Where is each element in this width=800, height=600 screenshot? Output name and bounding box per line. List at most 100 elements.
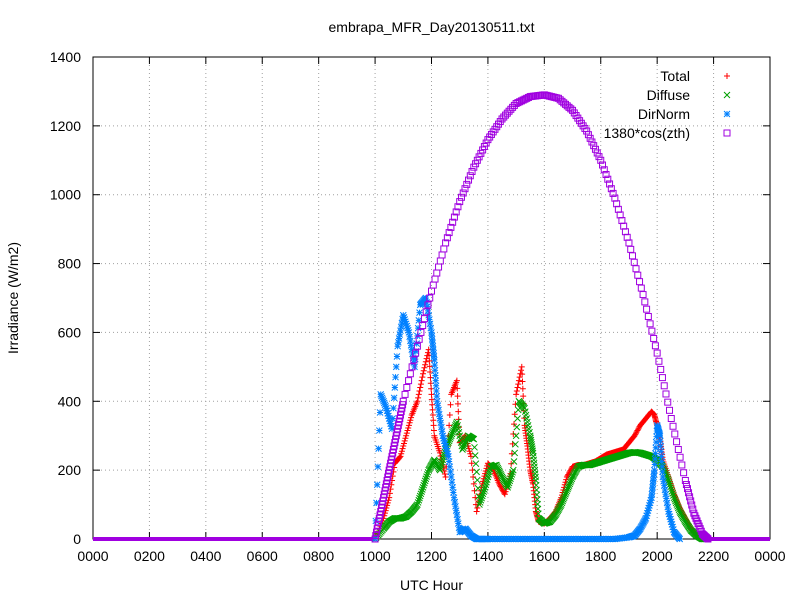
point-dirnorm [648, 490, 656, 498]
point-diffuse [560, 494, 568, 502]
point-1380-cos-zth [703, 534, 711, 542]
point-dirnorm [427, 324, 435, 332]
point-1380-cos-zth [422, 308, 430, 316]
point-diffuse [512, 432, 520, 440]
point-1380-cos-zth [417, 328, 425, 336]
point-dirnorm [428, 332, 436, 340]
point-total [518, 363, 525, 370]
point-dirnorm [667, 518, 675, 526]
point-total [634, 427, 641, 434]
point-1380-cos-zth [468, 167, 476, 175]
point-diffuse [418, 488, 425, 496]
point-diffuse [557, 501, 565, 508]
point-diffuse [478, 494, 485, 502]
point-total [454, 393, 461, 400]
point-dirnorm [667, 515, 674, 523]
point-diffuse [668, 487, 676, 495]
point-diffuse [558, 499, 566, 507]
point-total [519, 371, 526, 378]
point-dirnorm [380, 399, 388, 407]
point-total [417, 384, 424, 391]
point-dirnorm [400, 314, 408, 321]
x-tick-label: 2000 [642, 548, 673, 564]
point-dirnorm [658, 458, 666, 465]
point-diffuse [460, 442, 468, 450]
point-1380-cos-zth [671, 430, 679, 438]
point-diffuse [416, 492, 424, 500]
point-total [514, 384, 521, 391]
point-dirnorm [403, 322, 411, 330]
point-1380-cos-zth [454, 203, 462, 211]
legend: Total Diffuse DirNorm 1380*cos(zth) [604, 68, 731, 141]
y-tick-label: 800 [58, 256, 82, 272]
point-total [633, 428, 640, 435]
point-dirnorm [392, 373, 399, 381]
point-dirnorm [402, 320, 410, 328]
point-total [398, 448, 405, 455]
legend-marker-1380-cos-zth [723, 129, 731, 137]
point-total [442, 474, 449, 481]
point-dirnorm [440, 437, 448, 445]
point-dirnorm [651, 461, 659, 468]
point-dirnorm [428, 335, 436, 343]
point-1380-cos-zth [703, 534, 711, 542]
point-total [417, 381, 424, 388]
point-dirnorm [435, 410, 443, 418]
point-dirnorm [644, 507, 652, 514]
point-1380-cos-zth [667, 415, 675, 422]
point-1380-cos-zth [452, 208, 460, 216]
point-diffuse [562, 490, 569, 498]
point-dirnorm [442, 442, 449, 450]
point-diffuse [481, 486, 488, 493]
point-total [426, 363, 433, 370]
point-diffuse [672, 499, 680, 507]
point-dirnorm [446, 463, 454, 471]
point-diffuse [564, 485, 571, 493]
point-dirnorm [445, 458, 453, 465]
point-total [427, 374, 434, 381]
point-dirnorm [645, 504, 653, 512]
point-1380-cos-zth [646, 320, 654, 328]
point-dirnorm [393, 353, 401, 360]
point-diffuse [447, 434, 454, 441]
point-total [471, 487, 478, 494]
point-total [406, 419, 413, 426]
point-1380-cos-zth [660, 382, 668, 390]
point-1380-cos-zth [588, 138, 596, 146]
legend-marker-dirnorm [723, 110, 731, 118]
x-tick-label: 0000 [77, 548, 108, 564]
point-1380-cos-zth [567, 105, 575, 113]
point-dirnorm [649, 477, 657, 484]
point-1380-cos-zth [466, 172, 474, 180]
point-1380-cos-zth [401, 390, 409, 398]
point-1380-cos-zth [658, 374, 666, 382]
point-total [405, 424, 412, 431]
point-diffuse [471, 443, 478, 451]
point-diffuse [449, 428, 457, 436]
point-1380-cos-zth [399, 397, 407, 405]
point-diffuse [563, 487, 571, 495]
point-diffuse [416, 494, 423, 502]
point-total [402, 435, 409, 442]
point-diffuse [514, 415, 521, 422]
point-dirnorm [385, 415, 393, 422]
point-diffuse [479, 490, 487, 498]
point-1380-cos-zth [666, 406, 674, 414]
legend-marker-diffuse [723, 91, 731, 99]
series-diffuse [371, 397, 712, 543]
point-dirnorm [659, 468, 666, 476]
point-dirnorm [433, 392, 441, 400]
point-total [513, 391, 520, 398]
point-dirnorm [395, 335, 403, 342]
point-total [501, 491, 508, 498]
point-dirnorm [657, 442, 665, 450]
point-dirnorm [642, 514, 650, 522]
point-dirnorm [415, 317, 423, 324]
point-dirnorm [647, 496, 655, 504]
legend-label-dirnorm: DirNorm [638, 106, 690, 122]
point-dirnorm [652, 450, 659, 457]
point-1380-cos-zth [704, 535, 712, 543]
point-dirnorm [392, 363, 400, 371]
point-dirnorm [665, 510, 673, 518]
point-diffuse [512, 440, 519, 448]
